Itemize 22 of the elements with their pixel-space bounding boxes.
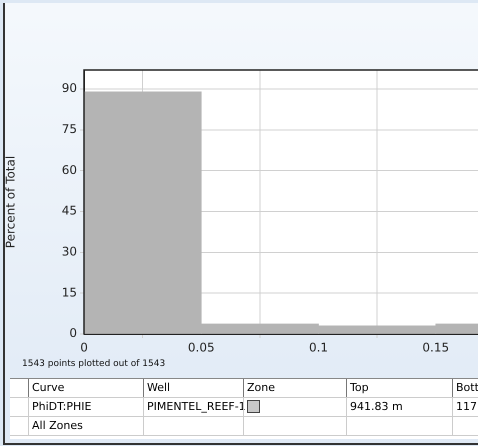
- text: Curve: [28, 379, 143, 397]
- y-axis-title: Percent of Total: [3, 156, 18, 248]
- x-tick-label: 0.15: [422, 340, 450, 354]
- text: 117: [452, 398, 478, 416]
- text: 941.83 m: [346, 398, 452, 416]
- y-tick-label: 0: [69, 326, 77, 340]
- text: Well: [143, 379, 243, 397]
- y-tick-label: 30: [62, 244, 77, 258]
- y-tick-label: 15: [62, 285, 77, 300]
- y-tick-label: 45: [62, 204, 77, 218]
- y-tick-label: 60: [62, 162, 77, 177]
- x-tick-label: 0.05: [188, 340, 215, 354]
- text: 1543 points plotted out of 1543: [22, 359, 166, 369]
- y-tick-label: 90: [62, 81, 77, 96]
- text: Top: [346, 379, 452, 397]
- text: Zone: [243, 379, 346, 397]
- text: PIMENTEL_REEF-1: [143, 398, 247, 416]
- text: All Zones: [28, 417, 143, 435]
- text: PhiDT:PHIE: [28, 398, 143, 416]
- y-tick-label: 75: [62, 122, 77, 136]
- x-tick-label: 0: [80, 340, 88, 354]
- x-tick-label: 0.1: [308, 340, 328, 354]
